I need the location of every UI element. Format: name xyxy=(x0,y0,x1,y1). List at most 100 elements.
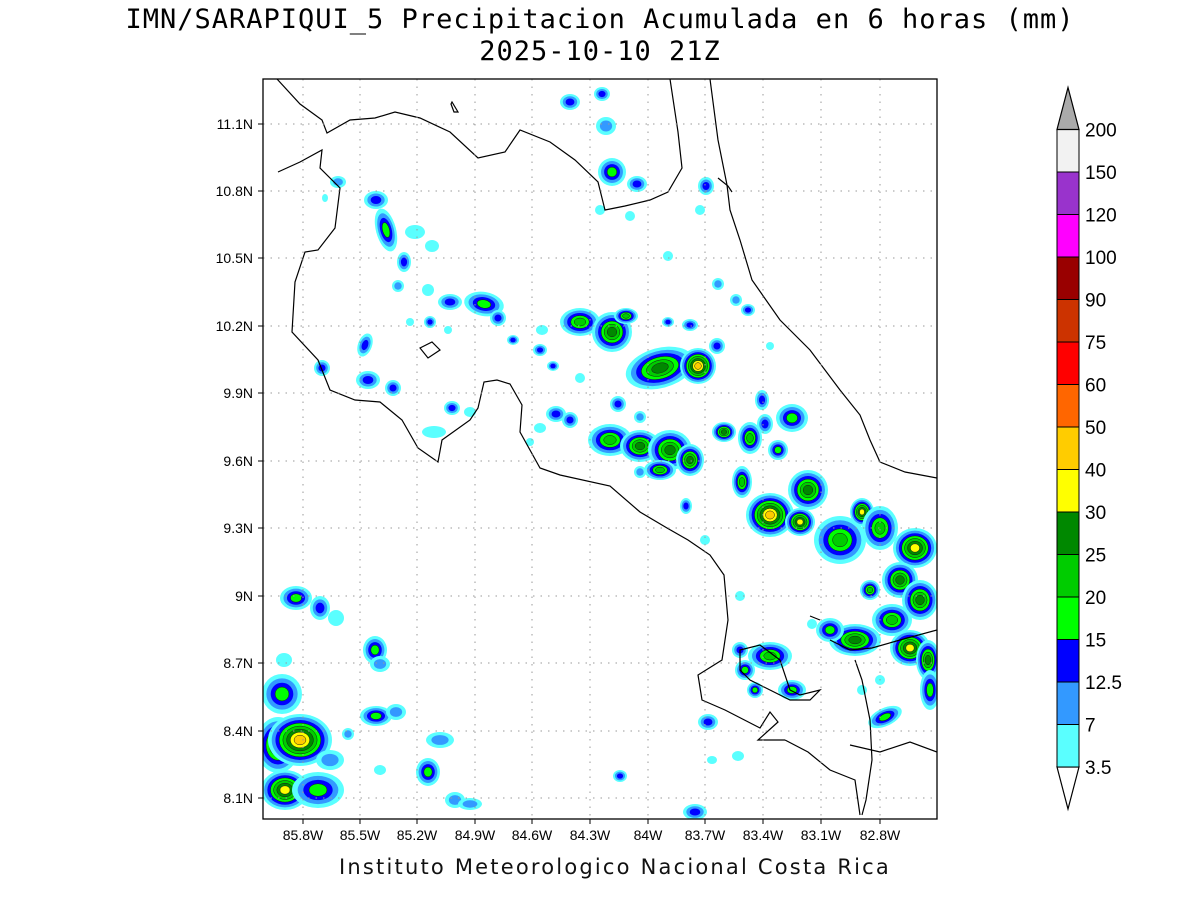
colorbar-segment xyxy=(1056,554,1080,598)
precip-cell xyxy=(374,765,386,775)
colorbar-segment xyxy=(1056,171,1080,215)
precip-cell xyxy=(592,312,632,352)
precip-cell xyxy=(698,714,718,730)
precip-cell xyxy=(546,406,566,422)
precip-cell xyxy=(328,610,344,626)
colorbar-label: 100 xyxy=(1085,248,1117,269)
precip-cell xyxy=(747,682,763,698)
lat-tick-label: 10.2N xyxy=(216,318,253,334)
precip-cell xyxy=(709,338,725,354)
colorbar-label: 150 xyxy=(1085,163,1117,184)
lon-tick-label: 84W xyxy=(634,827,664,843)
precip-cell xyxy=(416,758,440,786)
colorbar-label: 7 xyxy=(1085,716,1096,737)
lat-tick-label: 8.4N xyxy=(223,723,253,739)
precip-cell xyxy=(613,770,627,782)
colorbar-min-arrow xyxy=(1056,766,1080,812)
colorbar-segment xyxy=(1056,384,1080,428)
precip-cell xyxy=(663,251,673,261)
precip-cell xyxy=(575,373,585,383)
lat-tick-label: 9N xyxy=(235,588,253,604)
precip-cell xyxy=(614,308,638,324)
precip-cell xyxy=(507,335,519,345)
precip-cell xyxy=(458,798,482,810)
footer-credit: Instituto Meteorologico Nacional Costa R… xyxy=(339,855,891,879)
lon-tick-label: 84.3W xyxy=(570,827,611,843)
precip-cell xyxy=(610,396,626,412)
precip-cell xyxy=(732,466,752,498)
lon-tick-label: 85.5W xyxy=(340,827,381,843)
precip-cell xyxy=(776,404,808,432)
map-title: IMN/SARAPIQUI_5 Precipitacion Acumulada … xyxy=(125,4,1075,35)
precip-cell xyxy=(741,304,755,316)
precip-cell xyxy=(422,284,434,296)
colorbar-label: 50 xyxy=(1085,418,1106,439)
precip-cell xyxy=(560,308,600,336)
precip-cell xyxy=(634,411,646,423)
precip-cell xyxy=(386,704,406,720)
precip-cell xyxy=(625,346,695,390)
precip-cell xyxy=(422,426,446,438)
precip-cell xyxy=(712,422,736,442)
colorbar-max-arrow xyxy=(1056,85,1080,131)
lon-tick-label: 83.1W xyxy=(801,827,842,843)
precip-cell xyxy=(893,528,937,568)
precip-cell xyxy=(594,87,610,101)
precip-cell xyxy=(444,401,460,415)
precip-cell xyxy=(263,674,302,714)
colorbar-label: 20 xyxy=(1085,588,1106,609)
lon-tick-label: 84.6W xyxy=(512,827,553,843)
precip-cell xyxy=(534,423,546,433)
lon-tick-label: 83.7W xyxy=(685,827,726,843)
precip-cell xyxy=(268,714,332,766)
precip-cell xyxy=(356,371,380,389)
precip-cell xyxy=(860,580,880,600)
precip-cell xyxy=(788,470,828,510)
lat-tick-label: 8.7N xyxy=(223,655,253,671)
colorbar-segment xyxy=(1056,256,1080,300)
precip-cell xyxy=(425,240,439,252)
precip-cell xyxy=(426,732,454,748)
precip-cell xyxy=(707,756,717,764)
precip-cell xyxy=(464,291,504,317)
precip-cell xyxy=(438,294,462,310)
precip-cell xyxy=(490,310,506,326)
precip-cell xyxy=(547,361,559,371)
colorbar-segment xyxy=(1056,639,1080,683)
colorbar-label: 75 xyxy=(1085,333,1106,354)
precip-cell xyxy=(562,412,578,428)
precip-cell xyxy=(680,498,692,514)
precip-cell xyxy=(644,460,676,480)
precip-cell xyxy=(342,728,354,740)
lon-tick-label: 83.4W xyxy=(743,827,784,843)
precipitation-field xyxy=(263,87,937,819)
colorbar-label: 25 xyxy=(1085,546,1106,567)
precip-cell xyxy=(536,325,548,335)
colorbar-label: 90 xyxy=(1085,291,1106,312)
precip-cell xyxy=(464,407,476,417)
precip-cell xyxy=(598,158,626,186)
colorbar-legend: 3.5 7 12.5 15 20 25 30 40 50 60 75 90 100 120 150 200 xyxy=(1056,85,1122,812)
precip-cell xyxy=(310,596,330,620)
precip-cell xyxy=(392,280,404,292)
lon-tick-label: 82.8W xyxy=(860,827,901,843)
coastlines xyxy=(276,79,937,816)
precip-cell xyxy=(424,316,436,328)
colorbar-segment xyxy=(1056,129,1080,173)
lat-tick-label: 9.6N xyxy=(223,453,253,469)
lon-tick-label: 84.9W xyxy=(455,827,496,843)
precip-cell xyxy=(862,506,898,550)
colorbar-segment xyxy=(1056,299,1080,343)
colorbar-label: 40 xyxy=(1085,461,1106,482)
precip-cell xyxy=(920,670,937,710)
precip-cell xyxy=(807,619,817,629)
map-datetime: 2025-10-10 21Z xyxy=(479,36,721,67)
precip-cell xyxy=(695,205,705,215)
precip-cell xyxy=(755,390,769,410)
colorbar-label: 200 xyxy=(1085,121,1117,142)
precip-cell xyxy=(683,804,707,819)
precip-cell xyxy=(872,604,912,636)
precip-cell xyxy=(560,94,580,110)
colorbar-segment xyxy=(1056,511,1080,555)
